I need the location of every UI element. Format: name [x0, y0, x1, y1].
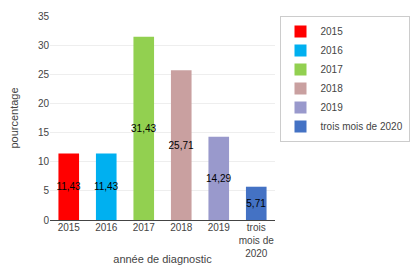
- svg-text:trois mois de 2020: trois mois de 2020: [321, 121, 403, 132]
- svg-text:25,71: 25,71: [169, 140, 194, 151]
- svg-text:0: 0: [43, 215, 49, 226]
- svg-text:35: 35: [38, 11, 50, 22]
- svg-text:2019: 2019: [208, 222, 231, 233]
- svg-text:11,43: 11,43: [94, 181, 119, 192]
- svg-text:30: 30: [38, 40, 50, 51]
- svg-text:31,43: 31,43: [131, 123, 156, 134]
- svg-text:10: 10: [38, 156, 50, 167]
- svg-text:5,71: 5,71: [246, 198, 266, 209]
- svg-text:2018: 2018: [321, 83, 344, 94]
- svg-text:14,29: 14,29: [206, 173, 231, 184]
- svg-text:pourcentage: pourcentage: [8, 87, 20, 148]
- svg-text:20: 20: [38, 98, 50, 109]
- svg-text:2017: 2017: [133, 222, 156, 233]
- svg-text:troismois de2020: troismois de2020: [239, 222, 274, 259]
- svg-text:5: 5: [43, 185, 49, 196]
- svg-text:11,43: 11,43: [56, 181, 81, 192]
- svg-text:2016: 2016: [321, 45, 344, 56]
- svg-text:2015: 2015: [58, 222, 81, 233]
- svg-text:2019: 2019: [321, 102, 344, 113]
- svg-text:2017: 2017: [321, 64, 344, 75]
- svg-text:2016: 2016: [95, 222, 118, 233]
- svg-text:15: 15: [38, 127, 50, 138]
- svg-text:25: 25: [38, 69, 50, 80]
- svg-text:année de diagnostic: année de diagnostic: [113, 253, 212, 265]
- svg-text:2015: 2015: [321, 26, 344, 37]
- svg-text:2018: 2018: [170, 222, 193, 233]
